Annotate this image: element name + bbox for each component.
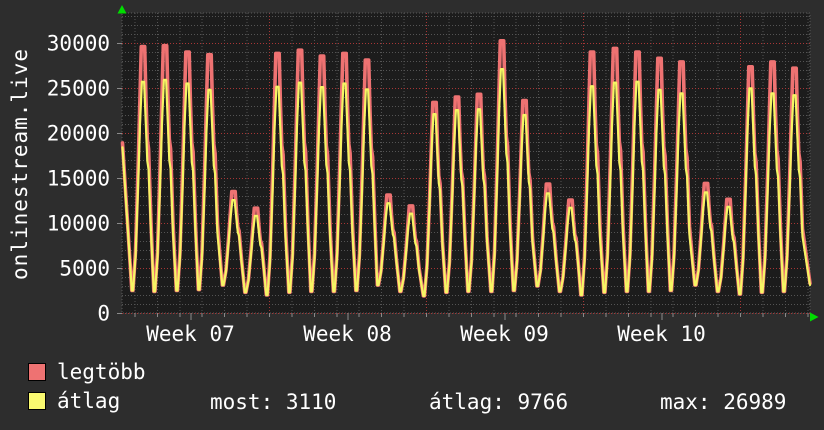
- stat-atlag-label: átlag:: [429, 390, 505, 414]
- y-axis-tick-label: 25000: [47, 77, 110, 101]
- x-axis-tick-label: Week 08: [303, 322, 392, 346]
- legend-swatch-legtobb-icon: [28, 363, 46, 381]
- legend-label-legtobb: legtöbb: [57, 360, 146, 384]
- stat-atlag-value: 9766: [517, 390, 569, 414]
- stat-max-value: 26989: [723, 390, 787, 414]
- x-axis-tick-labels: Week 07 Week 08 Week 09 Week 10: [146, 322, 706, 346]
- x-axis-arrow-right-icon: [810, 312, 819, 322]
- legend-swatch-atlag-icon: [28, 392, 46, 410]
- stat-most: most: 3110: [210, 392, 336, 413]
- stat-most-value: 3110: [285, 390, 337, 414]
- stat-max: max: 26989: [660, 392, 786, 413]
- x-axis-tick-label: Week 10: [617, 322, 706, 346]
- plot-frame: [121, 12, 811, 314]
- y-axis-tick-label: 10000: [47, 212, 110, 236]
- y-axis-arrow-up-icon: [117, 5, 127, 14]
- series-line-atlag: [121, 68, 812, 297]
- y-axis-tick-label: 15000: [47, 167, 110, 191]
- y-axis-tick-label: 30000: [47, 32, 110, 56]
- y-axis-tick-label: 20000: [47, 122, 110, 146]
- stat-max-label: max:: [660, 390, 711, 414]
- y-axis-tick-label: 5000: [59, 257, 110, 281]
- stat-atlag: átlag: 9766: [429, 392, 568, 413]
- y-axis-tick-label: 0: [97, 302, 110, 326]
- x-axis-tick-label: Week 07: [146, 322, 235, 346]
- y-axis-tick-labels: 0 5000 10000 15000 20000 25000 30000: [47, 32, 110, 326]
- stat-most-label: most:: [210, 390, 274, 414]
- y-axis-title: onlinestream.live: [8, 48, 32, 280]
- axis-ticks: [117, 43, 809, 320]
- legend-label-atlag: átlag: [57, 389, 121, 413]
- x-axis-tick-label: Week 09: [460, 322, 549, 346]
